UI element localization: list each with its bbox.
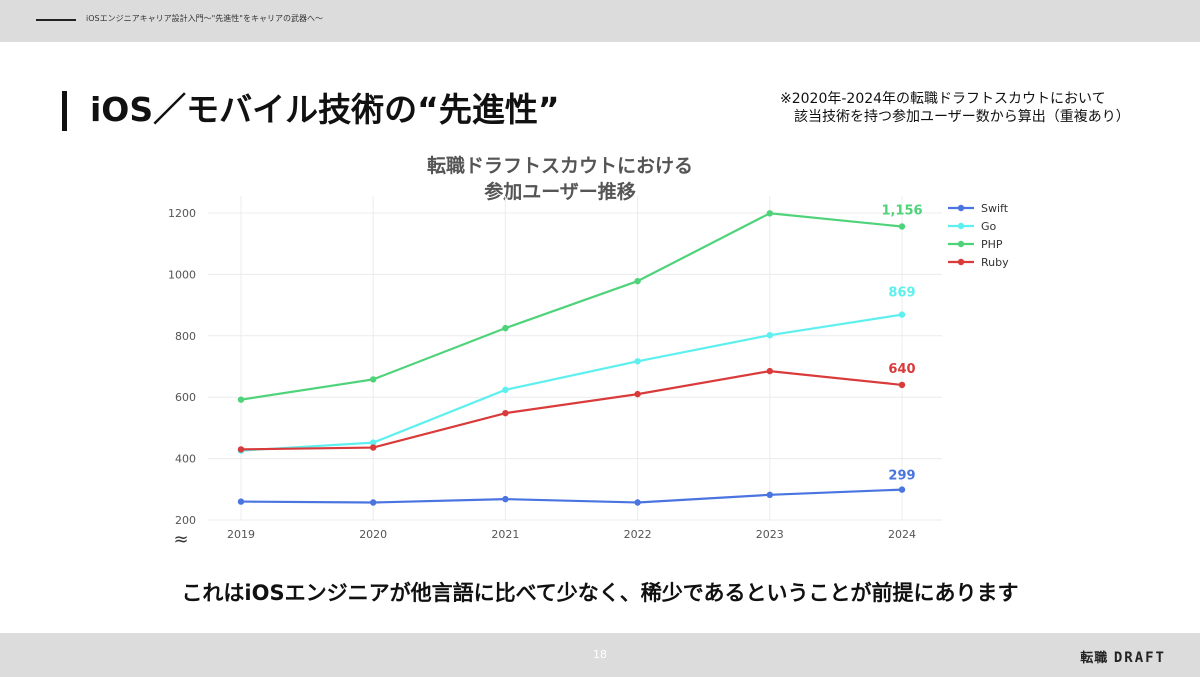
data-point [898, 311, 906, 318]
chart-title-line-1: 転職ドラフトスカウトにおける [427, 154, 693, 177]
legend-marker [957, 222, 965, 230]
legend-marker [957, 258, 965, 266]
page-title: iOS／モバイル技術の“先進性” [90, 90, 560, 129]
header-rule [36, 19, 76, 21]
x-tick-label: 2022 [624, 528, 652, 541]
page-number: 18 [593, 648, 607, 661]
data-point [237, 396, 245, 403]
top-bar: iOSエンジニアキャリア設計入門〜"先進性"をキャリアの武器へ〜 [0, 0, 1200, 42]
y-tick-label: 1000 [168, 268, 196, 281]
logo-prefix: 転職 [1080, 651, 1109, 666]
legend-marker [957, 204, 965, 212]
data-point [634, 390, 641, 398]
data-label: 299 [888, 469, 915, 484]
source-note: ※2020年-2024年の転職ドラフトスカウトにおいて 該当技術を持つ参加ユーザ… [780, 90, 1130, 126]
data-point [502, 409, 509, 417]
x-axis: 2019 2020 2021 2022 2023 2024 [227, 528, 916, 541]
legend-label: Swift [981, 202, 1009, 215]
y-tick-label: 400 [175, 453, 196, 466]
data-label: 640 [888, 362, 915, 377]
x-tick-label: 2019 [227, 528, 255, 541]
x-tick-label: 2024 [888, 528, 916, 541]
x-tick-label: 2021 [491, 528, 519, 541]
data-label: 1,156 [881, 204, 922, 219]
chart-series: 299 869 1,156 640 [237, 204, 923, 506]
series-php: 1,156 [237, 204, 923, 403]
series-ruby: 640 [237, 362, 916, 453]
y-tick-label: 800 [175, 330, 196, 343]
series-go: 869 [237, 286, 916, 454]
logo-brand: DRAFT [1113, 650, 1166, 666]
legend-item-ruby: Ruby [948, 256, 1009, 269]
draft-logo: 転職 DRAFT [1080, 647, 1166, 666]
data-point [766, 367, 773, 375]
data-point [766, 331, 773, 339]
conclusion-text: これはiOSエンジニアが他言語に比べて少なく、稀少であるということが前提にありま… [181, 581, 1019, 605]
series-line-go [240, 313, 903, 452]
data-point [502, 386, 509, 394]
data-point [237, 446, 245, 453]
legend-label: PHP [981, 238, 1003, 251]
title-accent-bar [62, 91, 67, 131]
legend-item-swift: Swift [948, 202, 1009, 215]
data-label: 869 [888, 286, 915, 301]
series-line-swift [240, 488, 903, 504]
legend-marker [957, 240, 965, 248]
data-point [370, 439, 377, 446]
data-point [898, 381, 906, 389]
data-point [502, 324, 509, 332]
legend-label: Ruby [981, 256, 1009, 269]
data-point [370, 444, 377, 451]
source-note-line-1: ※2020年-2024年の転職ドラフトスカウトにおいて [780, 91, 1106, 107]
y-axis: 200 400 600 800 1000 1200 [168, 207, 196, 527]
x-tick-label: 2020 [359, 528, 387, 541]
legend-label: Go [981, 220, 997, 233]
source-note-line-2: 該当技術を持つ参加ユーザー数から算出（重複あり） [794, 109, 1130, 125]
data-point [634, 358, 641, 365]
chart-grid [208, 196, 942, 521]
y-tick-label: 200 [175, 514, 196, 527]
data-point [766, 491, 773, 499]
data-point [766, 210, 773, 217]
data-point [898, 486, 906, 493]
y-tick-label: 600 [175, 391, 196, 404]
series-swift: 299 [237, 469, 916, 506]
breadcrumb: iOSエンジニアキャリア設計入門〜"先進性"をキャリアの武器へ〜 [86, 14, 323, 23]
footer-bar: 18 転職 DRAFT [0, 633, 1200, 677]
series-line-ruby [240, 369, 903, 451]
legend-item-php: PHP [948, 238, 1003, 251]
axis-break-mark: ≈ [173, 529, 188, 550]
data-point [237, 498, 245, 505]
y-tick-label: 1200 [168, 207, 196, 220]
chart-legend: Swift Go PHP Ruby [948, 202, 1009, 269]
x-tick-label: 2023 [756, 528, 784, 541]
data-point [502, 495, 509, 503]
data-point [370, 376, 377, 383]
legend-item-go: Go [948, 220, 997, 233]
data-point [634, 499, 641, 506]
chart-title-line-2: 参加ユーザー推移 [484, 180, 636, 203]
series-line-php [240, 212, 903, 401]
data-point [898, 223, 906, 230]
data-point [634, 277, 641, 285]
data-point [370, 499, 377, 506]
